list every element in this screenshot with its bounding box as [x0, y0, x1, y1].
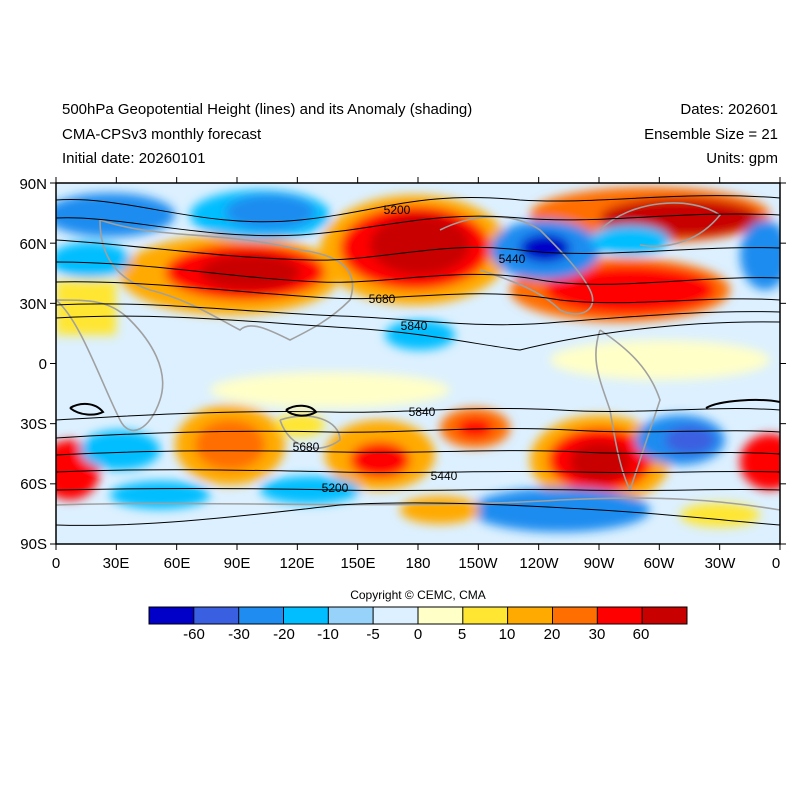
contour-label: 5440	[431, 469, 458, 483]
colorbar-label: -60	[183, 626, 205, 643]
colorbar	[148, 606, 688, 625]
contour-label: 5200	[384, 203, 411, 217]
colorbar-swatch	[462, 607, 508, 624]
lat-label: 30N	[19, 296, 47, 313]
colorbar-label: -30	[228, 626, 250, 643]
height-contours	[56, 195, 780, 526]
dates-label: Dates: 202601	[680, 101, 778, 118]
colorbar-label: 30	[588, 626, 606, 643]
ensemble-size-label: Ensemble Size = 21	[644, 126, 778, 143]
colorbar-swatch	[328, 607, 374, 624]
lon-label: 120W	[519, 555, 559, 572]
map-title: 500hPa Geopotential Height (lines) and i…	[62, 101, 473, 118]
coastlines	[56, 202, 780, 511]
lon-label: 30W	[705, 555, 737, 572]
colorbar-swatch	[238, 607, 284, 624]
colorbar-label: -10	[317, 626, 339, 643]
lon-label: 0	[52, 555, 60, 572]
contour-label: 5840	[409, 405, 436, 419]
copyright-label: Copyright © CEMC, CMA	[350, 588, 486, 602]
lat-label: 90N	[19, 176, 47, 193]
model-label: CMA-CPSv3 monthly forecast	[62, 126, 262, 143]
lon-label: 30E	[103, 555, 130, 572]
lat-axis: 90N 60N 30N 0 30S 60S 90S	[19, 176, 47, 553]
lat-label: 30S	[20, 416, 47, 433]
anomaly-shading	[56, 183, 780, 544]
colorbar-label: 60	[632, 626, 650, 643]
units-label: Units: gpm	[706, 150, 778, 167]
lon-axis: 0 30E 60E 90E 120E 150E 180 150W 120W 90…	[52, 555, 780, 572]
lon-label: 120E	[279, 555, 314, 572]
lon-label: 150E	[340, 555, 375, 572]
axis-ticks	[50, 177, 786, 550]
lon-label: 60W	[644, 555, 676, 572]
lon-label: 90W	[584, 555, 616, 572]
contour-label: 5680	[369, 292, 396, 306]
colorbar-swatch	[597, 607, 643, 624]
colorbar-swatch	[418, 607, 464, 624]
lon-label: 180	[405, 555, 430, 572]
colorbar-swatch	[552, 607, 598, 624]
colorbar-label: 10	[498, 626, 516, 643]
lon-label: 90E	[224, 555, 251, 572]
contour-label-group: 5200 5440 5680 5840 5840 5680 5440 5200	[293, 203, 526, 495]
colorbar-labels: -60 -30 -20 -10 -5 0 5 10 20 30 60	[0, 626, 800, 646]
colorbar-swatch	[149, 607, 195, 624]
colorbar-label: 5	[457, 626, 467, 643]
lon-label: 150W	[458, 555, 498, 572]
lat-label: 0	[39, 356, 47, 373]
lat-label: 60N	[19, 236, 47, 253]
colorbar-label: -20	[273, 626, 295, 643]
colorbar-swatch	[193, 607, 239, 624]
colorbar-swatch	[507, 607, 553, 624]
colorbar-swatch	[373, 607, 419, 624]
contour-label: 5200	[322, 481, 349, 495]
initial-date-label: Initial date: 20260101	[62, 150, 206, 167]
lat-label: 60S	[20, 476, 47, 493]
lon-label: 0	[772, 555, 780, 572]
lat-label: 90S	[20, 536, 47, 553]
contour-label: 5840	[401, 319, 428, 333]
colorbar-label: -5	[366, 626, 380, 643]
colorbar-label: 0	[413, 626, 423, 643]
lon-label: 60E	[164, 555, 191, 572]
colorbar-label: 20	[543, 626, 561, 643]
colorbar-swatch	[642, 607, 688, 624]
colorbar-swatch	[283, 607, 329, 624]
contour-label: 5680	[293, 440, 320, 454]
contour-label: 5440	[499, 252, 526, 266]
